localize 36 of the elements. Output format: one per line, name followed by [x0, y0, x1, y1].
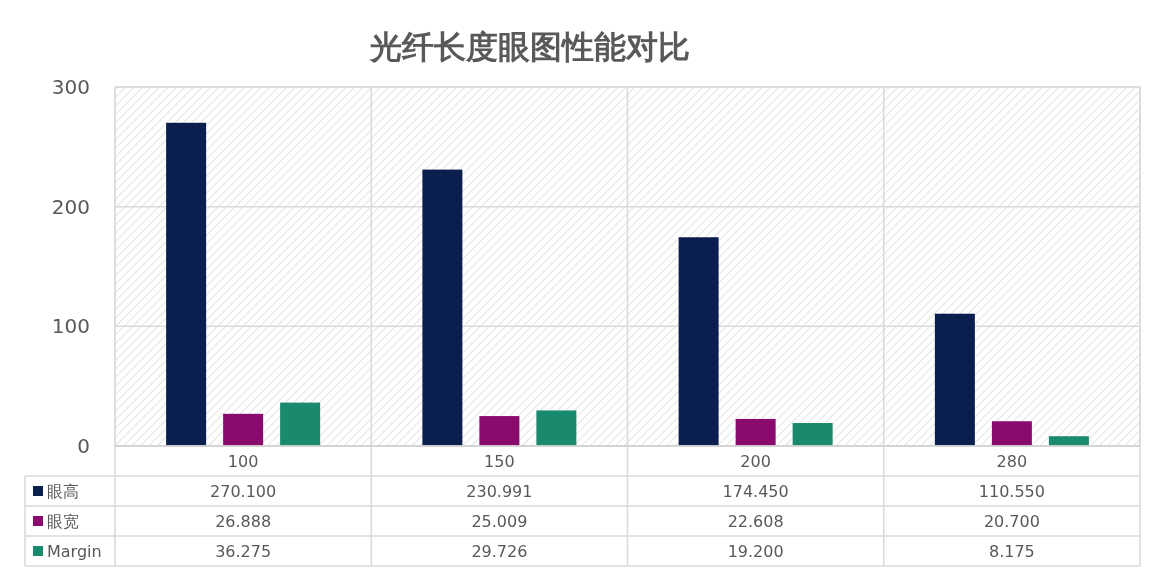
chart-title: 光纤长度眼图性能对比	[368, 28, 690, 66]
data-label: 25.009	[471, 512, 528, 531]
data-label: 29.726	[471, 542, 528, 561]
bar	[422, 169, 463, 446]
legend-label: 眼高	[47, 482, 79, 501]
x-tick-label: 280	[996, 452, 1028, 471]
bar	[792, 423, 833, 446]
bar	[223, 413, 264, 446]
data-label: 26.888	[215, 512, 272, 531]
bar	[280, 402, 321, 446]
bar	[735, 418, 776, 446]
bar	[678, 237, 719, 446]
bar	[934, 313, 975, 446]
data-label: 20.700	[983, 512, 1040, 531]
data-label: 36.275	[215, 542, 272, 561]
data-label: 230.991	[466, 482, 533, 501]
bar	[166, 122, 207, 446]
bar	[1048, 436, 1089, 446]
data-label: 19.200	[727, 542, 784, 561]
y-tick-label: 0	[77, 434, 90, 458]
legend-label: Margin	[47, 542, 102, 561]
bar	[991, 421, 1032, 446]
data-label: 8.175	[988, 542, 1035, 561]
x-tick-label: 150	[484, 452, 515, 471]
x-tick-label: 100	[227, 452, 259, 471]
y-tick-label: 100	[51, 314, 90, 339]
data-label: 22.608	[727, 512, 784, 531]
y-tick-label: 200	[51, 194, 90, 219]
data-label: 270.100	[210, 482, 277, 501]
data-label: 174.450	[722, 482, 789, 501]
bar	[536, 410, 577, 446]
y-tick-label: 300	[51, 75, 90, 99]
x-tick-label: 200	[740, 452, 771, 471]
bar	[479, 416, 520, 446]
data-label: 110.550	[978, 482, 1045, 501]
legend-label: 眼宽	[47, 512, 79, 531]
